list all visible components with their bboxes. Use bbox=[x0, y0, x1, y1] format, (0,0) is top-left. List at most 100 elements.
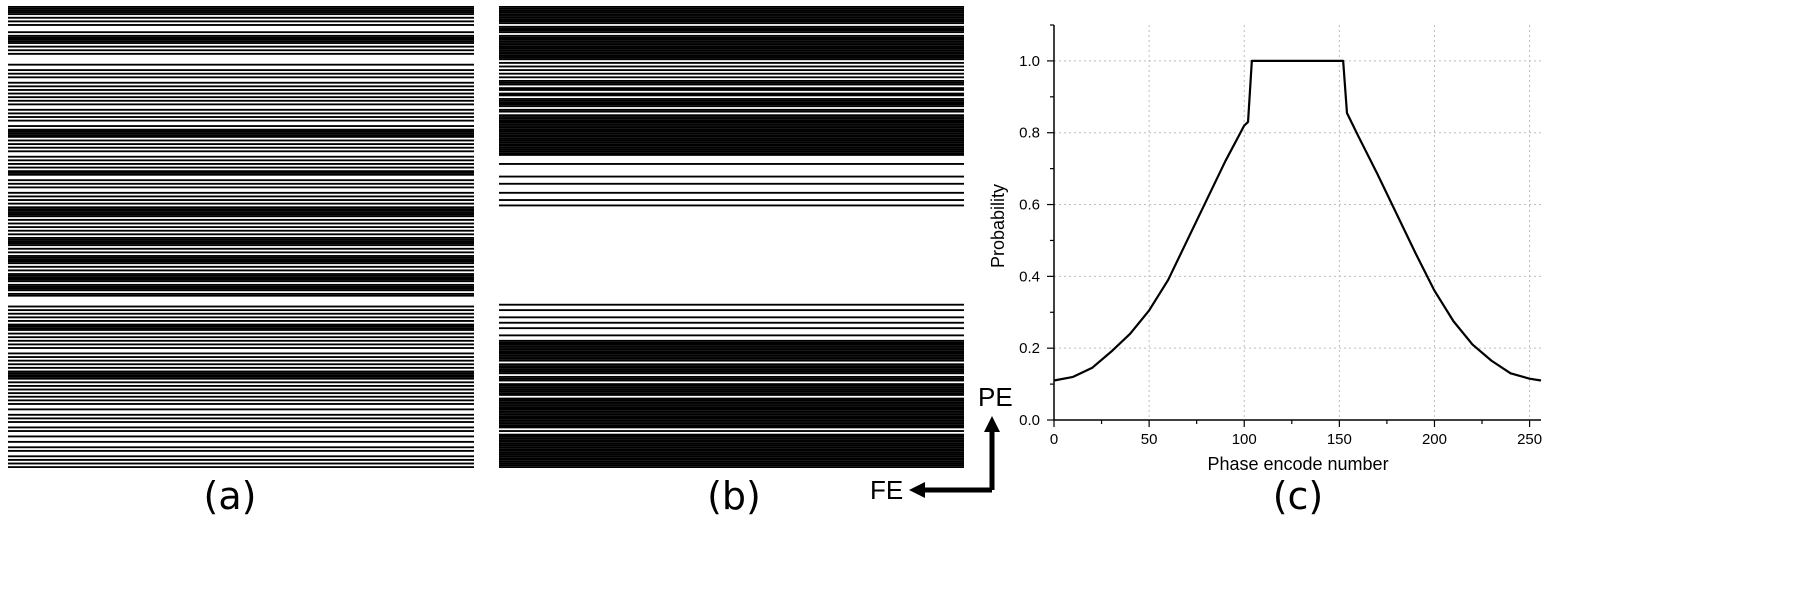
sampled-line bbox=[8, 399, 474, 402]
sampled-line bbox=[8, 34, 474, 37]
sampled-line bbox=[8, 370, 474, 373]
y-tick-label: 0.6 bbox=[1019, 197, 1040, 214]
sampled-line bbox=[499, 413, 964, 416]
sampled-line bbox=[499, 204, 964, 207]
pe-label: PE bbox=[978, 382, 1013, 412]
sampled-line bbox=[8, 269, 474, 272]
sampled-line bbox=[8, 135, 474, 138]
sampled-line bbox=[499, 460, 964, 463]
sampled-line bbox=[499, 40, 964, 43]
sampled-line bbox=[8, 36, 474, 39]
sampled-line bbox=[8, 446, 474, 449]
sampled-line bbox=[8, 283, 474, 286]
fe-label: FE bbox=[870, 475, 903, 505]
sampled-line bbox=[8, 336, 474, 339]
x-tick-label: 250 bbox=[1517, 431, 1542, 448]
sampled-line bbox=[499, 27, 964, 30]
sampled-line bbox=[499, 31, 964, 34]
sampled-line bbox=[8, 449, 474, 452]
sampled-line bbox=[8, 262, 474, 265]
sampled-line bbox=[499, 455, 964, 458]
sampled-line bbox=[499, 394, 964, 396]
sampled-line bbox=[499, 462, 964, 465]
sampled-line bbox=[8, 9, 474, 12]
sampled-line bbox=[8, 343, 474, 346]
sampled-line bbox=[8, 128, 474, 131]
sampled-line bbox=[8, 24, 474, 26]
sampled-line bbox=[499, 108, 964, 111]
sampled-line bbox=[499, 20, 964, 23]
sampled-line bbox=[499, 448, 964, 451]
sampled-line bbox=[8, 143, 474, 146]
sampled-line bbox=[499, 372, 964, 375]
sampled-line bbox=[499, 379, 964, 382]
sampled-line bbox=[8, 163, 474, 165]
sampled-line bbox=[8, 11, 474, 14]
sampled-line bbox=[499, 419, 964, 422]
sampled-line bbox=[499, 148, 964, 151]
sampled-line bbox=[499, 15, 964, 17]
sampled-line bbox=[499, 345, 964, 348]
sampled-line bbox=[8, 229, 474, 232]
sampled-line bbox=[499, 119, 964, 122]
sampled-line bbox=[8, 81, 474, 84]
sampled-line bbox=[8, 329, 474, 331]
sampled-line bbox=[8, 206, 474, 209]
sampled-line bbox=[8, 20, 474, 23]
sampled-line bbox=[499, 386, 964, 389]
sampled-line bbox=[499, 61, 964, 64]
sampled-line bbox=[8, 92, 474, 95]
sampled-line bbox=[499, 83, 964, 86]
sampled-line bbox=[8, 413, 474, 416]
y-ticks: 0.0 0.2 0.4 0.6 0.8 1.0 bbox=[1019, 24, 1054, 429]
sampled-line bbox=[499, 356, 964, 358]
sampled-line bbox=[499, 135, 964, 138]
label-b: (b) bbox=[707, 474, 761, 518]
sampled-line bbox=[499, 13, 964, 16]
chart-grid bbox=[1054, 25, 1541, 420]
sampled-line bbox=[499, 464, 964, 467]
x-tick-label: 0 bbox=[1050, 431, 1058, 448]
x-tick-label: 200 bbox=[1422, 431, 1447, 448]
sampled-line bbox=[8, 403, 474, 405]
sampled-line bbox=[499, 343, 964, 346]
sampled-line bbox=[499, 94, 964, 97]
sampled-line bbox=[499, 137, 964, 140]
sampled-line bbox=[499, 327, 964, 330]
sampled-line bbox=[499, 38, 964, 41]
sampled-line bbox=[499, 114, 964, 117]
sampled-line bbox=[8, 16, 474, 19]
series-group bbox=[1053, 59, 1542, 382]
sampled-line bbox=[499, 126, 964, 129]
sampled-line bbox=[499, 56, 964, 59]
sampled-line bbox=[8, 209, 474, 212]
sampled-line bbox=[8, 309, 474, 312]
sampled-line bbox=[499, 98, 964, 100]
sampled-line bbox=[499, 47, 964, 50]
sampled-line bbox=[499, 69, 964, 72]
sampled-line bbox=[8, 52, 474, 55]
sampled-line bbox=[8, 108, 474, 111]
sampled-line bbox=[8, 42, 474, 44]
sampled-line bbox=[8, 323, 474, 326]
sampled-line bbox=[8, 435, 474, 438]
sampled-line bbox=[499, 54, 964, 57]
sampled-line bbox=[8, 134, 474, 136]
sampled-line bbox=[499, 392, 964, 395]
sampled-line bbox=[8, 359, 474, 362]
sampled-line bbox=[8, 285, 474, 288]
sampled-line bbox=[8, 440, 474, 443]
sampled-line bbox=[499, 49, 964, 52]
sampled-line bbox=[499, 105, 964, 108]
sampled-line bbox=[8, 339, 474, 342]
sampled-line bbox=[499, 435, 964, 438]
sampled-line bbox=[499, 446, 964, 449]
sampled-line bbox=[8, 408, 474, 411]
sampled-line bbox=[8, 273, 474, 275]
sampled-line bbox=[8, 213, 474, 216]
pe-arrow-head bbox=[984, 416, 1000, 432]
sampled-line bbox=[499, 334, 964, 337]
sampled-line bbox=[499, 150, 964, 153]
sampled-line bbox=[8, 375, 474, 378]
sampled-line bbox=[8, 312, 474, 315]
